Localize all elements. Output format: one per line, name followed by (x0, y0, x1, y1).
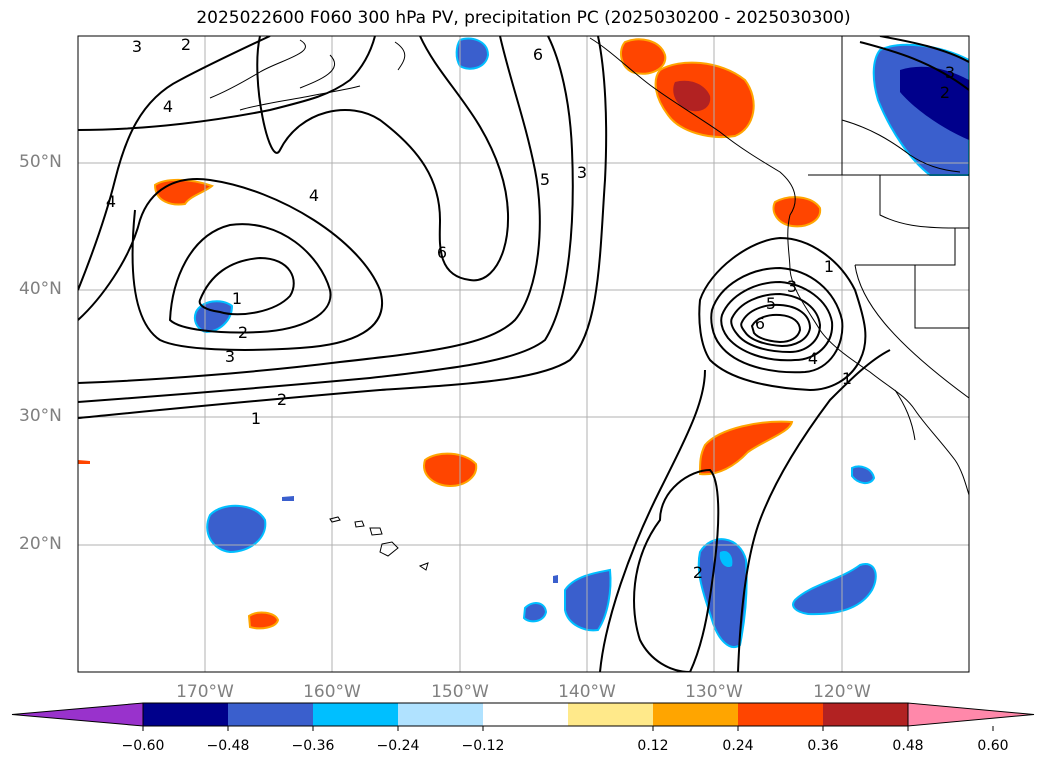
colorbar-extend-high (907, 702, 1035, 727)
contour-label: 1 (251, 409, 261, 428)
colorbar-tick-label: −0.48 (206, 738, 250, 754)
contour-label: 1 (232, 289, 242, 308)
colorbar-segment (228, 703, 313, 726)
colorbar-tick-label: 0.60 (977, 738, 1009, 754)
contour-label: 3 (225, 347, 235, 366)
colorbar (11, 702, 1035, 731)
coastlines (209, 36, 969, 496)
contour-label: 4 (163, 97, 173, 116)
contour-label: 2 (277, 390, 287, 409)
contour-label: 3 (577, 163, 587, 182)
contour-label: 3 (787, 277, 797, 296)
contour-label: 4 (309, 186, 319, 205)
colorbar-tick-label: −0.60 (121, 738, 165, 754)
colorbar-segment (398, 703, 483, 726)
contour-label: 1 (824, 257, 834, 276)
colorbar-segment (738, 703, 823, 726)
colorbar-segment (483, 703, 568, 726)
map-title: 2025022600 F060 300 hPa PV, precipitatio… (196, 8, 851, 28)
lat-label-30n: 30°N (19, 406, 62, 426)
colorbar-segment (653, 703, 738, 726)
lon-label-170w: 170°W (176, 682, 234, 702)
lon-label-130w: 130°W (685, 682, 743, 702)
lat-label-40n: 40°N (19, 279, 62, 299)
contour-label: 5 (540, 170, 550, 189)
contour-label: 3 (945, 63, 955, 82)
colorbar-tick-label: −0.36 (291, 738, 335, 754)
contour-label: 2 (238, 323, 248, 342)
precip-negative-areas (193, 37, 969, 648)
contour-labels: 3 2 4 4 4 1 2 3 2 1 6 5 3 6 1 3 5 6 4 1 … (106, 35, 955, 582)
contour-label: 1 (842, 369, 852, 388)
colorbar-tick-label: −0.24 (376, 738, 420, 754)
contour-label: 5 (766, 294, 776, 313)
contour-label: 6 (533, 45, 543, 64)
colorbar-frame (142, 702, 909, 727)
contour-label: 4 (808, 349, 818, 368)
lon-label-150w: 150°W (431, 682, 489, 702)
colorbar-segment (568, 703, 653, 726)
colorbar-tick-label: −0.12 (461, 738, 505, 754)
lon-label-140w: 140°W (558, 682, 616, 702)
colorbar-segment (313, 703, 398, 726)
contour-label: 2 (693, 563, 703, 582)
contour-label: 2 (940, 83, 950, 102)
colorbar-tick-label: 0.48 (892, 738, 924, 754)
lat-label-20n: 20°N (19, 534, 62, 554)
map-frame (77, 35, 970, 673)
precip-positive-areas (78, 38, 822, 630)
pv-contours (78, 36, 969, 672)
contour-label: 6 (437, 243, 447, 262)
lon-label-120w: 120°W (813, 682, 871, 702)
lon-label-160w: 160°W (303, 682, 361, 702)
colorbar-tick-label: 0.12 (637, 738, 669, 754)
contour-label: 2 (181, 35, 191, 54)
colorbar-segment (143, 703, 228, 726)
contour-label: 3 (132, 37, 142, 56)
colorbar-extend-low (11, 702, 144, 727)
colorbar-tick-label: 0.36 (807, 738, 839, 754)
hawaii-islands (329, 516, 429, 571)
contour-label: 6 (755, 314, 765, 333)
lat-label-50n: 50°N (19, 152, 62, 172)
colorbar-tick-label: 0.24 (722, 738, 754, 754)
gridlines (78, 36, 969, 672)
colorbar-segment (823, 703, 908, 726)
contour-label: 4 (106, 192, 116, 211)
